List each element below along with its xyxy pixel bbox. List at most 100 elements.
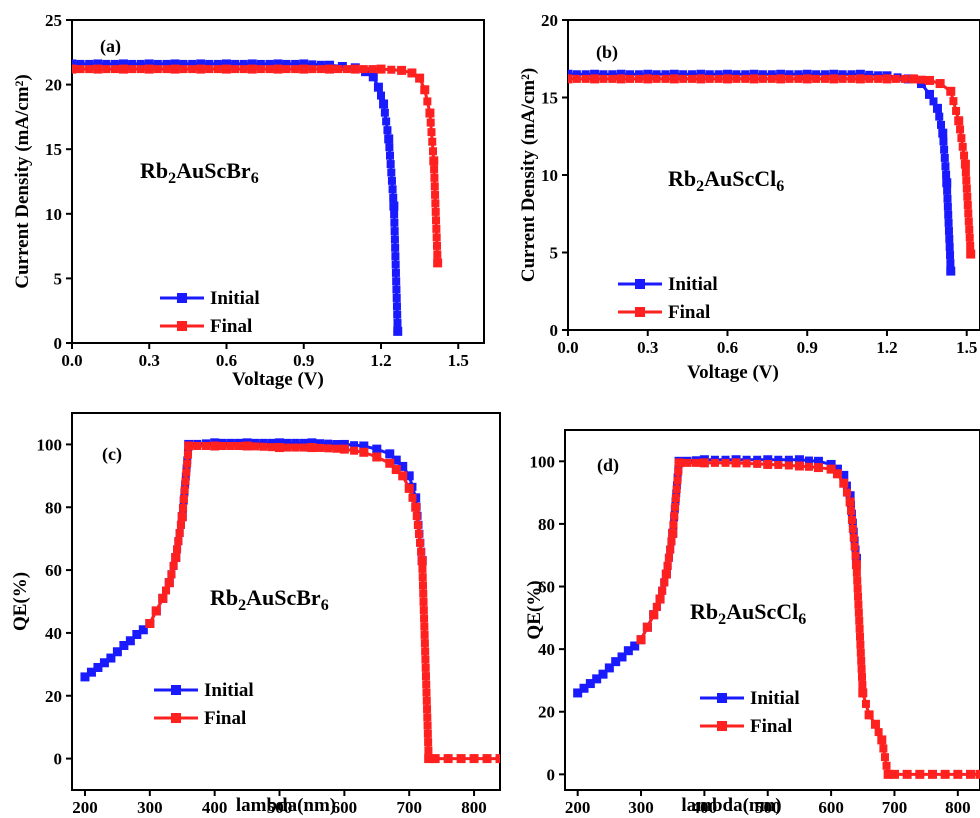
data-point-initial (669, 69, 679, 79)
interp-marker-initial (705, 70, 714, 79)
interp-marker-final (387, 65, 396, 74)
interp-marker-initial (136, 59, 145, 68)
data-point-final (222, 64, 231, 74)
data-point-final (915, 769, 925, 779)
interp-marker-final (820, 74, 829, 83)
x-tick-label: 0.3 (139, 351, 160, 370)
interp-marker-final (672, 485, 681, 494)
interp-marker-initial (679, 70, 688, 79)
data-point-final (882, 74, 892, 84)
x-tick-label: 700 (882, 798, 908, 817)
data-point-final (170, 64, 180, 74)
interp-marker-final (774, 460, 783, 469)
interp-marker-final (882, 761, 891, 770)
data-point-final (616, 74, 626, 84)
x-axis-label: Voltage (V) (232, 369, 324, 390)
interp-marker-final (368, 65, 377, 74)
legend: Initial Final (154, 680, 254, 729)
interp-marker-final (350, 446, 359, 455)
data-point-final (151, 606, 161, 616)
interp-marker-final (961, 168, 970, 177)
interp-marker-initial (291, 59, 300, 68)
interp-marker-initial (291, 438, 300, 447)
interp-marker-final (962, 184, 971, 193)
interp-marker-final (962, 176, 971, 185)
series-line-initial (84, 441, 424, 679)
interp-marker-final (169, 561, 178, 570)
data-point-initial (749, 69, 759, 79)
interp-marker-final (179, 495, 188, 504)
interp-marker-initial (392, 285, 401, 294)
annotation-text: Rb (140, 158, 168, 183)
data-point-initial (829, 69, 839, 79)
interp-marker-final (308, 65, 317, 74)
interp-marker-final (423, 721, 432, 730)
interp-marker-initial (732, 70, 741, 79)
interp-marker-final (714, 74, 723, 83)
data-point-initial (643, 69, 653, 79)
y-axis-label: Current Density (mA/cm²) (518, 68, 539, 282)
interp-marker-final (419, 589, 428, 598)
interp-marker-final (316, 65, 325, 74)
interp-marker-final (900, 74, 909, 83)
data-point-final (398, 471, 408, 481)
series-final (636, 458, 980, 779)
legend-label-initial: Initial (210, 288, 260, 309)
legend-marker-initial (171, 685, 181, 695)
interp-marker-final (847, 515, 856, 524)
interp-marker-final (855, 624, 864, 633)
data-point-initial (826, 459, 836, 469)
interp-marker-initial (382, 117, 391, 126)
data-point-final (946, 86, 956, 96)
data-point-final (954, 116, 964, 126)
interp-marker-final (758, 74, 767, 83)
data-point-initial (86, 667, 96, 677)
interp-marker-final (856, 640, 865, 649)
interp-marker-initial (239, 59, 248, 68)
interp-marker-initial (929, 97, 938, 106)
annotation-text: Rb (210, 585, 238, 610)
legend-marker-final (177, 321, 187, 331)
interp-marker-initial (256, 59, 265, 68)
interp-marker-final (674, 467, 683, 476)
data-point-final (171, 553, 181, 563)
data-point-final (177, 512, 187, 522)
y-tick-label: 60 (45, 561, 62, 580)
data-point-final (699, 458, 709, 468)
data-point-final (731, 458, 741, 468)
interp-marker-initial (153, 59, 162, 68)
data-point-final (696, 74, 706, 84)
interp-marker-initial (299, 438, 308, 447)
interp-marker-final (420, 639, 429, 648)
annotation-subscript: 6 (798, 611, 806, 628)
interp-marker-final (418, 573, 427, 582)
y-tick-label: 20 (538, 703, 555, 722)
interp-marker-final (679, 74, 688, 83)
series-final (145, 441, 500, 764)
interp-marker-final (421, 655, 430, 664)
interp-marker-final (179, 65, 188, 74)
data-point-final (482, 754, 492, 764)
interp-marker-final (742, 459, 751, 468)
interp-marker-initial (387, 168, 396, 177)
interp-marker-final (854, 592, 863, 601)
data-point-final (924, 75, 934, 85)
data-point-initial (247, 59, 257, 69)
data-point-initial (617, 652, 627, 662)
x-tick-label: 500 (267, 798, 293, 817)
y-axis-label: Current Density (mA/cm²) (12, 74, 33, 288)
interp-marker-initial (865, 70, 874, 79)
interp-marker-final (265, 65, 274, 74)
interp-marker-initial (943, 186, 952, 195)
interp-marker-final (857, 672, 866, 681)
data-point-initial (384, 134, 394, 144)
interp-marker-final (865, 74, 874, 83)
data-point-final (649, 610, 659, 620)
interp-marker-final (418, 564, 427, 573)
y-tick-label: 100 (37, 435, 63, 454)
interp-marker-final (180, 486, 189, 495)
interp-marker-initial (388, 185, 397, 194)
data-point-initial (299, 59, 309, 69)
interp-marker-initial (741, 70, 750, 79)
data-point-initial (598, 669, 608, 679)
